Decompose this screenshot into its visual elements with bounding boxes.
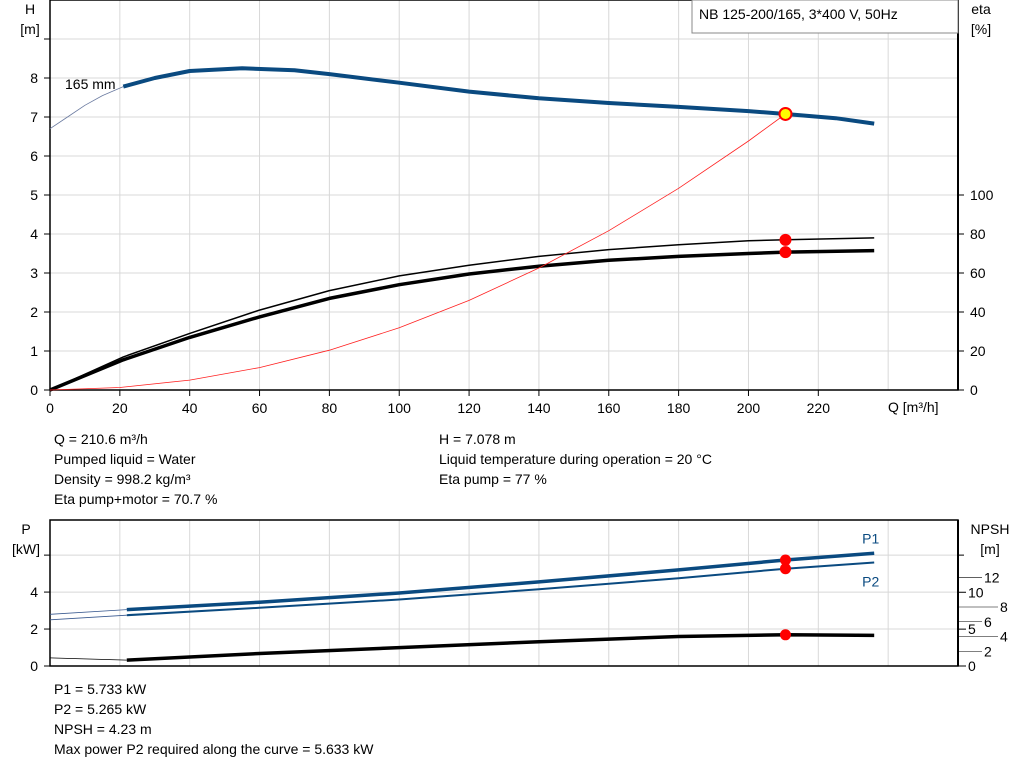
chart-title: NB 125-200/165, 3*400 V, 50Hz <box>699 6 898 22</box>
y-tick-label: 4 <box>30 226 38 242</box>
series-line-thin-1 <box>49 614 127 621</box>
x-tick-label: 20 <box>112 400 128 416</box>
x-tick-label: 160 <box>597 400 621 416</box>
x-tick-label: 40 <box>182 400 198 416</box>
info-flow: Q = 210.6 m³/h <box>54 431 148 447</box>
y-axis-label: [kW] <box>12 541 40 557</box>
y2-tick-label: 8 <box>1000 599 1008 615</box>
info-p2: P2 = 5.265 kW <box>54 701 147 717</box>
y-tick-label: 8 <box>30 70 38 86</box>
y-tick-label: 0 <box>30 658 38 674</box>
x-tick-label: 0 <box>46 400 54 416</box>
y2-tick-label: 10 <box>968 584 984 600</box>
info-top-right: H = 7.078 m Liquid temperature during op… <box>439 429 712 489</box>
y-tick-label: 6 <box>30 148 38 164</box>
y-tick-label: 0 <box>30 382 38 398</box>
impeller-annotation: 165 mm <box>65 76 116 92</box>
duty-point <box>779 554 791 566</box>
x-axis-label: Q [m³/h] <box>888 399 939 415</box>
series-line-3 <box>49 248 875 392</box>
y2-tick-label: 6 <box>984 614 992 630</box>
series-line-2 <box>126 633 875 662</box>
y-tick-label: 1 <box>30 343 38 359</box>
y2-axis-label: eta <box>971 1 991 17</box>
y2-tick-label: 12 <box>984 570 1000 586</box>
info-eta-pump-motor: Eta pump+motor = 70.7 % <box>54 491 218 507</box>
y-axis-label: P <box>21 521 30 537</box>
y2-tick-label: 20 <box>970 343 986 359</box>
y2-tick-label: 2 <box>984 643 992 659</box>
series-line-1 <box>126 561 875 617</box>
info-temperature: Liquid temperature during operation = 20… <box>439 451 712 467</box>
info-eta-pump: Eta pump = 77 % <box>439 471 547 487</box>
info-npsh: NPSH = 4.23 m <box>54 721 152 737</box>
info-head: H = 7.078 m <box>439 431 516 447</box>
y2-tick-label: 60 <box>970 265 986 281</box>
y-axis-label: [m] <box>20 21 39 37</box>
x-tick-label: 80 <box>322 400 338 416</box>
y-tick-label: 5 <box>30 187 38 203</box>
info-max-p2: Max power P2 required along the curve = … <box>54 741 374 757</box>
series-line-0 <box>49 86 124 130</box>
y2-axis-label: [m] <box>980 541 999 557</box>
y2-tick-label: 5 <box>968 621 976 637</box>
series-line-2 <box>49 237 875 391</box>
info-liquid: Pumped liquid = Water <box>54 451 196 467</box>
x-tick-label: 120 <box>457 400 481 416</box>
y2-axis-label: [%] <box>971 21 991 37</box>
series-label-P2: P2 <box>862 574 879 590</box>
x-tick-label: 140 <box>527 400 551 416</box>
x-tick-label: 100 <box>388 400 412 416</box>
x-tick-label: 180 <box>667 400 691 416</box>
info-top-left: Q = 210.6 m³/h Pumped liquid = Water Den… <box>54 429 217 509</box>
title-box <box>691 0 959 34</box>
y2-tick-label: 40 <box>970 304 986 320</box>
series-line-thin-0 <box>49 609 127 615</box>
y-tick-label: 2 <box>30 621 38 637</box>
series-line-0 <box>126 551 875 612</box>
series-line-1 <box>122 66 875 126</box>
y-tick-label: 4 <box>30 584 38 600</box>
y2-tick-label: 100 <box>970 187 994 203</box>
duty-point <box>779 246 792 259</box>
info-bottom: P1 = 5.733 kW P2 = 5.265 kW NPSH = 4.23 … <box>54 679 373 759</box>
series-line-4 <box>49 113 786 391</box>
duty-point <box>779 629 791 641</box>
y-tick-label: 3 <box>30 265 38 281</box>
y2-tick-label: 80 <box>970 226 986 242</box>
x-tick-label: 200 <box>737 400 761 416</box>
y2-axis-label: NPSH <box>971 521 1010 537</box>
duty-point <box>779 233 792 246</box>
y2-tick-label: 0 <box>968 658 976 674</box>
y2-tick-label: 0 <box>970 382 978 398</box>
info-density: Density = 998.2 kg/m³ <box>54 471 191 487</box>
y-axis-label: H <box>25 1 35 17</box>
duty-point <box>778 106 793 121</box>
duty-point <box>779 563 791 575</box>
x-tick-label: 60 <box>252 400 268 416</box>
x-tick-label: 220 <box>807 400 831 416</box>
y2-tick-label: 4 <box>1000 629 1008 645</box>
series-label-P1: P1 <box>862 530 879 546</box>
info-p1: P1 = 5.733 kW <box>54 681 147 697</box>
y-tick-label: 2 <box>30 304 38 320</box>
y-tick-label: 7 <box>30 109 38 125</box>
series-line-thin-2 <box>49 657 127 661</box>
